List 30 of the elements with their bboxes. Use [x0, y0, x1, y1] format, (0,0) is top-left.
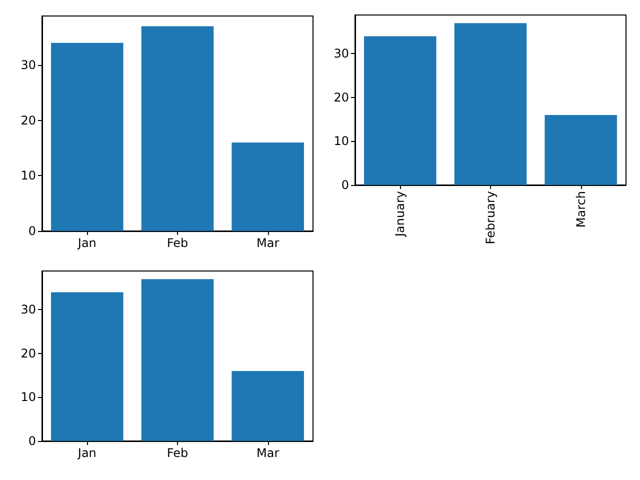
bar	[141, 279, 214, 441]
x-tick-label: Mar	[256, 236, 280, 250]
bar	[232, 142, 304, 231]
y-tick-label: 10	[20, 390, 36, 404]
bar	[454, 23, 527, 185]
bar	[141, 26, 214, 231]
y-tick-label: 20	[20, 346, 36, 360]
y-tick-label: 30	[20, 302, 36, 317]
y-tick-label: 20	[334, 90, 349, 104]
x-tick-label: Mar	[256, 446, 280, 460]
x-tick-label: February	[484, 191, 498, 244]
bar	[51, 42, 124, 231]
y-tick-label: 0	[28, 434, 36, 448]
y-tick-label: 10	[20, 168, 36, 183]
y-tick-label: 10	[334, 134, 349, 148]
bar	[51, 292, 124, 441]
y-tick-label: 30	[334, 46, 349, 61]
x-tick-label: March	[574, 191, 588, 228]
x-tick-label: Feb	[166, 446, 188, 460]
y-tick-label: 0	[341, 178, 349, 192]
y-tick-label: 0	[28, 224, 36, 238]
x-tick-label: Feb	[166, 236, 188, 250]
x-tick-label: Jan	[76, 446, 96, 460]
bar	[232, 370, 304, 441]
x-tick-label: January	[393, 191, 408, 238]
y-tick-label: 30	[20, 58, 36, 72]
y-tick-label: 20	[20, 113, 36, 128]
bar	[364, 36, 436, 185]
bar	[544, 114, 617, 185]
x-tick-label: Jan	[76, 236, 96, 250]
